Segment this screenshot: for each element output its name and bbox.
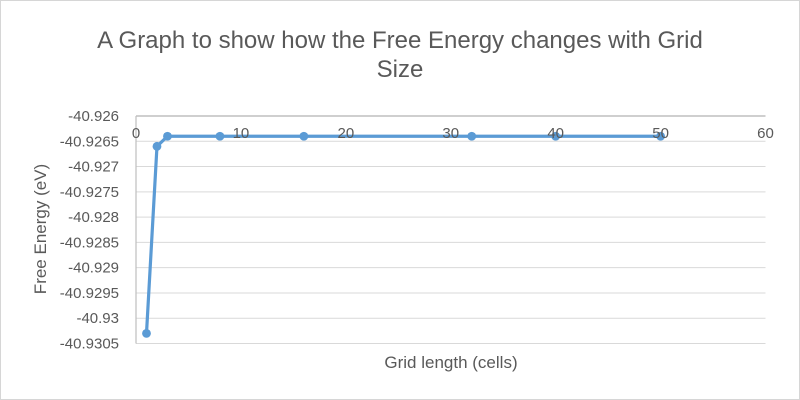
- data-point-marker: [551, 131, 561, 141]
- x-tick-label: 30: [442, 125, 459, 142]
- x-tick-label: 40: [547, 125, 564, 142]
- y-tick-label: -40.9285: [60, 234, 119, 251]
- y-tick-label: -40.9305: [60, 336, 119, 353]
- data-point-marker: [299, 131, 309, 141]
- y-tick-label: -40.93: [76, 310, 119, 327]
- y-tick-label: -40.928: [68, 209, 119, 226]
- y-tick-label: -40.929: [68, 260, 119, 277]
- data-point-marker: [467, 131, 477, 141]
- data-point-marker: [656, 131, 665, 141]
- data-point-marker: [152, 141, 162, 151]
- x-tick-label: 50: [652, 125, 669, 142]
- data-point-marker: [163, 131, 172, 141]
- x-axis-title: Grid length (cells): [384, 353, 518, 372]
- y-tick-label: -40.926: [68, 108, 119, 125]
- y-tick-label: -40.927: [68, 159, 119, 176]
- data-point-marker: [215, 131, 225, 141]
- x-tick-label: 10: [233, 125, 250, 142]
- y-tick-label: -40.9265: [60, 133, 119, 150]
- y-tick-label: -40.9295: [60, 285, 119, 302]
- y-tick-label: -40.9275: [60, 184, 119, 201]
- x-tick-label: 20: [337, 125, 354, 142]
- x-tick-label: 0: [132, 125, 140, 142]
- chart-title: A Graph to show how the Free Energy chan…: [97, 27, 703, 83]
- series-line: [144, 134, 663, 335]
- data-point-marker: [142, 328, 151, 338]
- x-tick-label: 60: [757, 125, 774, 142]
